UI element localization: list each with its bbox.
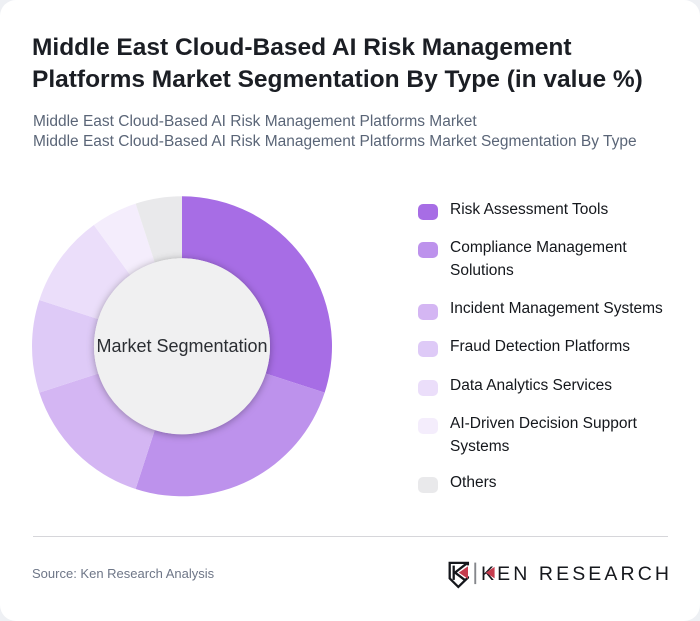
svg-text:KEN RESEARCH: KEN RESEARCH: [481, 563, 672, 585]
